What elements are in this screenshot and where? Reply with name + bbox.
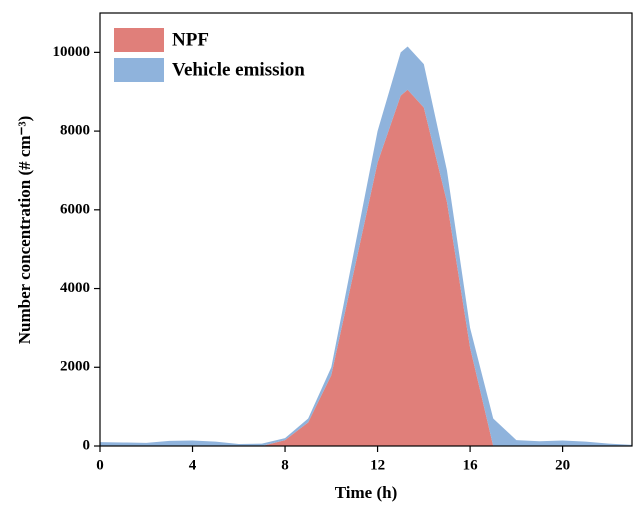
x-tick-label: 0 [96,457,104,473]
legend-swatch [114,28,164,52]
legend-swatch [114,58,164,82]
y-tick-label: 0 [83,437,91,453]
legend-text: Vehicle emission [172,59,305,80]
x-tick-label: 8 [281,457,289,473]
y-tick-label: 10000 [53,44,91,60]
legend-text: NPF [172,29,209,50]
x-axis-title: Time (h) [335,483,398,502]
y-tick-label: 4000 [60,280,90,296]
y-tick-label: 2000 [60,359,90,375]
y-axis-title: Number concentration (# cm⁻³) [15,116,34,345]
x-tick-label: 12 [370,457,385,473]
plot-frame [99,12,633,447]
x-tick-label: 16 [463,457,479,473]
y-tick-label: 8000 [60,123,90,139]
x-tick-label: 4 [189,457,197,473]
y-tick-label: 6000 [60,201,90,217]
x-tick-label: 20 [555,457,570,473]
area [100,89,632,446]
